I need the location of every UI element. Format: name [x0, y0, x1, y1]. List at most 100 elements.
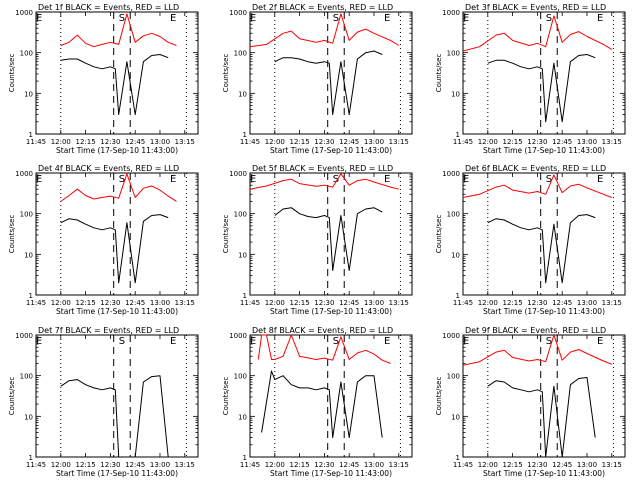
event-marker-s: S [333, 174, 339, 185]
y-tick-label: 1000 [442, 9, 460, 17]
y-axis-label: Counts/sec [8, 54, 16, 93]
x-tick-label: 13:15 [175, 461, 195, 469]
x-tick-label: 13:15 [389, 461, 409, 469]
x-tick-label: 12:00 [265, 299, 285, 307]
y-tick-label: 10 [238, 90, 247, 98]
plot-frame [462, 11, 626, 135]
x-tick-label: 12:30 [527, 461, 547, 469]
event-marker-s: S [546, 174, 552, 185]
panel-6: Det 6f BLACK = Events, RED = LLD 1 10 100 10… [435, 164, 626, 316]
x-tick-label: 11:45 [240, 138, 260, 146]
y-tick-label: 100 [234, 50, 247, 58]
y-tick-label: 10 [24, 413, 33, 421]
x-axis-label: Start Time (17-Sep-10 11:43:00) [270, 146, 392, 155]
plot-frame [249, 11, 413, 135]
x-axis-label: Start Time (17-Sep-10 11:43:00) [483, 146, 605, 155]
y-axis-label: Counts/sec [222, 54, 230, 93]
x-axis-label: Start Time (17-Sep-10 11:43:00) [56, 469, 178, 478]
x-tick-label: 12:30 [527, 299, 547, 307]
panel-title: Det 9f BLACK = Events, RED = LLD [465, 326, 606, 335]
panel-2: Det 2f BLACK = Events, RED = LLD 1 10 100 10… [222, 3, 413, 155]
panel-7: Det 7f BLACK = Events, RED = LLD 1 10 100 10… [8, 326, 199, 478]
event-marker-e: E [597, 336, 603, 347]
event-marker-s: S [119, 174, 125, 185]
events-rate-line [261, 370, 383, 439]
x-tick-label: 12:15 [289, 461, 309, 469]
event-marker-e: E [36, 174, 42, 185]
event-marker-s: S [119, 336, 125, 347]
x-tick-label: 12:15 [289, 299, 309, 307]
event-marker-e: E [250, 13, 256, 24]
plot-frame [35, 172, 199, 296]
x-tick-label: 13:15 [602, 138, 622, 146]
event-marker-s: S [333, 336, 339, 347]
x-tick-label: 12:30 [100, 461, 120, 469]
x-tick-label: 12:30 [314, 299, 334, 307]
event-marker-s: S [546, 336, 552, 347]
events-rate-line [274, 207, 383, 271]
x-tick-label: 12:00 [478, 461, 498, 469]
x-axis-label: Start Time (17-Sep-10 11:43:00) [483, 469, 605, 478]
panel-title: Det 7f BLACK = Events, RED = LLD [38, 326, 179, 335]
x-tick-label: 12:00 [51, 299, 71, 307]
y-tick-label: 1 [29, 131, 33, 139]
y-tick-label: 10 [238, 251, 247, 259]
x-tick-label: 13:15 [175, 299, 195, 307]
x-tick-label: 13:00 [150, 138, 170, 146]
events-rate-line [60, 375, 169, 458]
x-axis-label: Start Time (17-Sep-10 11:43:00) [56, 307, 178, 316]
x-tick-label: 12:45 [552, 299, 572, 307]
event-marker-s: S [333, 13, 339, 24]
x-tick-label: 12:00 [478, 138, 498, 146]
plot-frame [462, 334, 626, 458]
panel-5: Det 5f BLACK = Events, RED = LLD 1 10 100 10… [222, 164, 413, 316]
x-tick-label: 12:45 [125, 461, 145, 469]
x-tick-label: 13:00 [150, 461, 170, 469]
y-tick-label: 1000 [442, 170, 460, 178]
x-axis-label: Start Time (17-Sep-10 11:43:00) [483, 307, 605, 316]
event-marker-e: E [384, 174, 390, 185]
event-marker-e: E [597, 13, 603, 24]
x-tick-label: 12:00 [265, 138, 285, 146]
y-tick-label: 1000 [15, 170, 33, 178]
x-tick-label: 13:00 [577, 299, 597, 307]
x-tick-label: 12:15 [502, 138, 522, 146]
panel-title: Det 1f BLACK = Events, RED = LLD [38, 3, 179, 12]
y-tick-label: 100 [234, 211, 247, 219]
panel-3: Det 3f BLACK = Events, RED = LLD 1 10 100 10… [435, 3, 626, 155]
x-tick-label: 11:45 [26, 299, 46, 307]
y-tick-label: 100 [447, 373, 460, 381]
x-tick-label: 13:00 [150, 299, 170, 307]
y-tick-label: 100 [234, 373, 247, 381]
y-tick-label: 1 [456, 292, 460, 300]
y-tick-label: 100 [20, 211, 33, 219]
lld-rate-line [249, 13, 400, 48]
event-marker-e: E [250, 336, 256, 347]
event-marker-e: E [384, 13, 390, 24]
y-tick-label: 1 [29, 454, 33, 462]
lld-rate-line [60, 13, 177, 48]
x-tick-label: 12:45 [552, 138, 572, 146]
events-rate-line [60, 54, 169, 116]
y-tick-label: 1000 [442, 332, 460, 340]
x-tick-label: 12:45 [125, 138, 145, 146]
event-marker-e: E [463, 174, 469, 185]
event-marker-s: S [119, 13, 125, 24]
x-tick-label: 12:15 [75, 461, 95, 469]
event-marker-e: E [384, 336, 390, 347]
y-axis-label: Counts/sec [8, 215, 16, 254]
x-tick-label: 13:00 [364, 461, 384, 469]
event-marker-e: E [36, 336, 42, 347]
x-tick-label: 12:45 [339, 461, 359, 469]
y-tick-label: 10 [451, 90, 460, 98]
x-tick-label: 11:45 [26, 461, 46, 469]
event-marker-e: E [170, 174, 176, 185]
y-tick-label: 1 [29, 292, 33, 300]
x-tick-label: 12:45 [339, 138, 359, 146]
x-tick-label: 11:45 [240, 461, 260, 469]
y-tick-label: 10 [24, 251, 33, 259]
y-tick-label: 1 [243, 131, 247, 139]
panel-4: Det 4f BLACK = Events, RED = LLD 1 10 100 10… [8, 164, 199, 316]
x-axis-label: Start Time (17-Sep-10 11:43:00) [270, 469, 392, 478]
event-marker-e: E [36, 13, 42, 24]
